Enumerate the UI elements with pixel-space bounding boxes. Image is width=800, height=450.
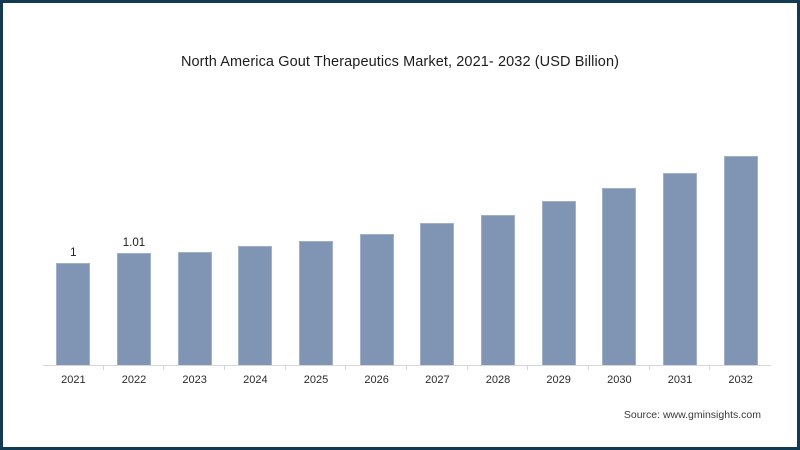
bar (359, 234, 394, 366)
x-axis-tick (587, 366, 589, 370)
bar-series: 1 2021 1.01 2022 2023 2024 2025 2026 2027 2028 202… (43, 102, 771, 386)
source-note: Source: www.gminsights.com (623, 409, 761, 421)
bar (541, 201, 576, 366)
bar (420, 223, 455, 366)
x-axis-tick (405, 366, 407, 370)
bar (480, 215, 515, 366)
x-axis-tick (223, 366, 225, 370)
bar (662, 173, 697, 366)
bar-group-2030: 2030 (589, 102, 650, 386)
x-axis-label-2024: 2024 (243, 374, 268, 386)
bar-group-2028: 2028 (468, 102, 529, 386)
x-axis-label-2022: 2022 (121, 374, 147, 386)
chart-title: North America Gout Therapeutics Market, … (180, 54, 620, 70)
x-axis-label-2026: 2026 (364, 374, 389, 386)
x-axis-tick (163, 366, 165, 370)
category-axis-line (43, 365, 771, 366)
x-axis-tick (709, 366, 711, 370)
bar-group-2029: 2029 (528, 102, 589, 386)
bar-group-2024: 2024 (225, 102, 286, 386)
bar (238, 246, 273, 366)
x-axis-tick (284, 366, 286, 370)
bar (723, 156, 758, 366)
x-axis-label-2032: 2032 (728, 374, 753, 386)
x-axis-tick (527, 366, 529, 370)
bar (602, 188, 637, 366)
bar-group-2021: 1 2021 (43, 102, 104, 386)
x-axis-label-2030: 2030 (607, 374, 632, 386)
bar-group-2031: 2031 (650, 102, 711, 386)
bar (56, 263, 91, 366)
x-axis-tick (345, 366, 347, 370)
x-axis-label-2023: 2023 (182, 374, 207, 386)
chart-canvas: North America Gout Therapeutics Market, … (6, 6, 794, 444)
x-axis-label-2028: 2028 (485, 374, 511, 386)
x-axis-label-2021: 2021 (61, 374, 86, 386)
x-axis-label-2027: 2027 (425, 374, 450, 386)
bar-group-2032: 2032 (710, 102, 771, 386)
bar-group-2022: 1.01 2022 (104, 102, 165, 386)
bar-group-2023: 2023 (164, 102, 225, 386)
bar-value-label: 1 (70, 247, 77, 259)
bar (116, 253, 151, 366)
bar-value-label: 1.01 (122, 237, 146, 249)
x-axis-label-2029: 2029 (546, 374, 571, 386)
bar-group-2027: 2027 (407, 102, 468, 386)
x-axis-label-2031: 2031 (667, 374, 693, 386)
x-axis-tick (466, 366, 468, 370)
bar (177, 252, 212, 366)
plot-area: 1 2021 1.01 2022 2023 2024 2025 2026 2027 2028 202… (43, 102, 771, 386)
x-axis-tick (102, 366, 104, 370)
bar-group-2026: 2026 (346, 102, 407, 386)
x-axis-label-2025: 2025 (303, 374, 329, 386)
bar (298, 241, 333, 366)
x-axis-tick (648, 366, 650, 370)
bar-group-2025: 2025 (286, 102, 347, 386)
